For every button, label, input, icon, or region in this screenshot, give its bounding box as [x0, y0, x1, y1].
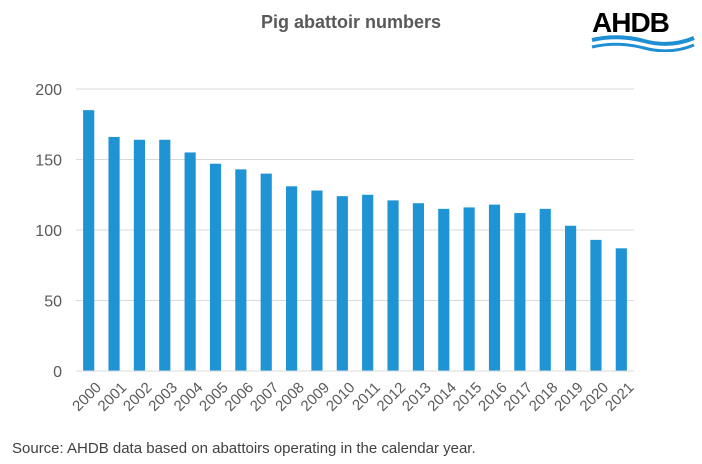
x-tick-label: 2021 — [602, 379, 638, 415]
logo-wave-1 — [591, 35, 695, 46]
bar-2011 — [362, 194, 374, 371]
bar-2004 — [184, 152, 196, 371]
bar-2020 — [590, 239, 602, 371]
bar-2012 — [387, 200, 399, 371]
bar-2005 — [209, 163, 222, 371]
x-axis-ticks: 2000200120022003200420052006200720082009… — [69, 379, 637, 415]
bar-2009 — [311, 190, 323, 371]
bar-2013 — [412, 203, 424, 371]
y-axis-ticks: 0 50 100 150 200 — [35, 82, 62, 381]
y-tick-label: 100 — [35, 223, 62, 240]
bar-2014 — [438, 208, 450, 371]
source-note: Source: AHDB data based on abattoirs ope… — [12, 440, 476, 457]
bars — [83, 110, 627, 372]
bar-2010 — [336, 196, 348, 371]
bar-2018 — [539, 208, 551, 371]
y-tick-label: 150 — [35, 153, 62, 170]
logo-text: AHDB — [592, 7, 669, 38]
bar-2000 — [83, 110, 95, 372]
bar-2021 — [615, 248, 627, 371]
bar-2001 — [108, 136, 120, 371]
y-tick-label: 200 — [35, 82, 62, 99]
y-tick-label: 50 — [44, 294, 62, 311]
bar-chart: 0 50 100 150 200 200020012002200320042005200… — [35, 82, 637, 415]
logo-wave-2 — [591, 42, 695, 53]
bar-2016 — [488, 204, 501, 371]
bar-2017 — [514, 213, 526, 371]
bar-2019 — [565, 225, 577, 371]
chart-title: Pig abattoir numbers — [260, 12, 442, 32]
ahdb-logo: AHDB — [590, 4, 696, 53]
logo-graphic: AHDB — [591, 7, 695, 53]
bar-2008 — [286, 186, 298, 371]
bar-2007 — [260, 173, 272, 371]
bar-2002 — [133, 139, 145, 371]
bar-2006 — [235, 169, 247, 371]
bar-2003 — [159, 139, 171, 371]
bar-2015 — [463, 207, 475, 371]
y-tick-label: 0 — [53, 364, 62, 381]
